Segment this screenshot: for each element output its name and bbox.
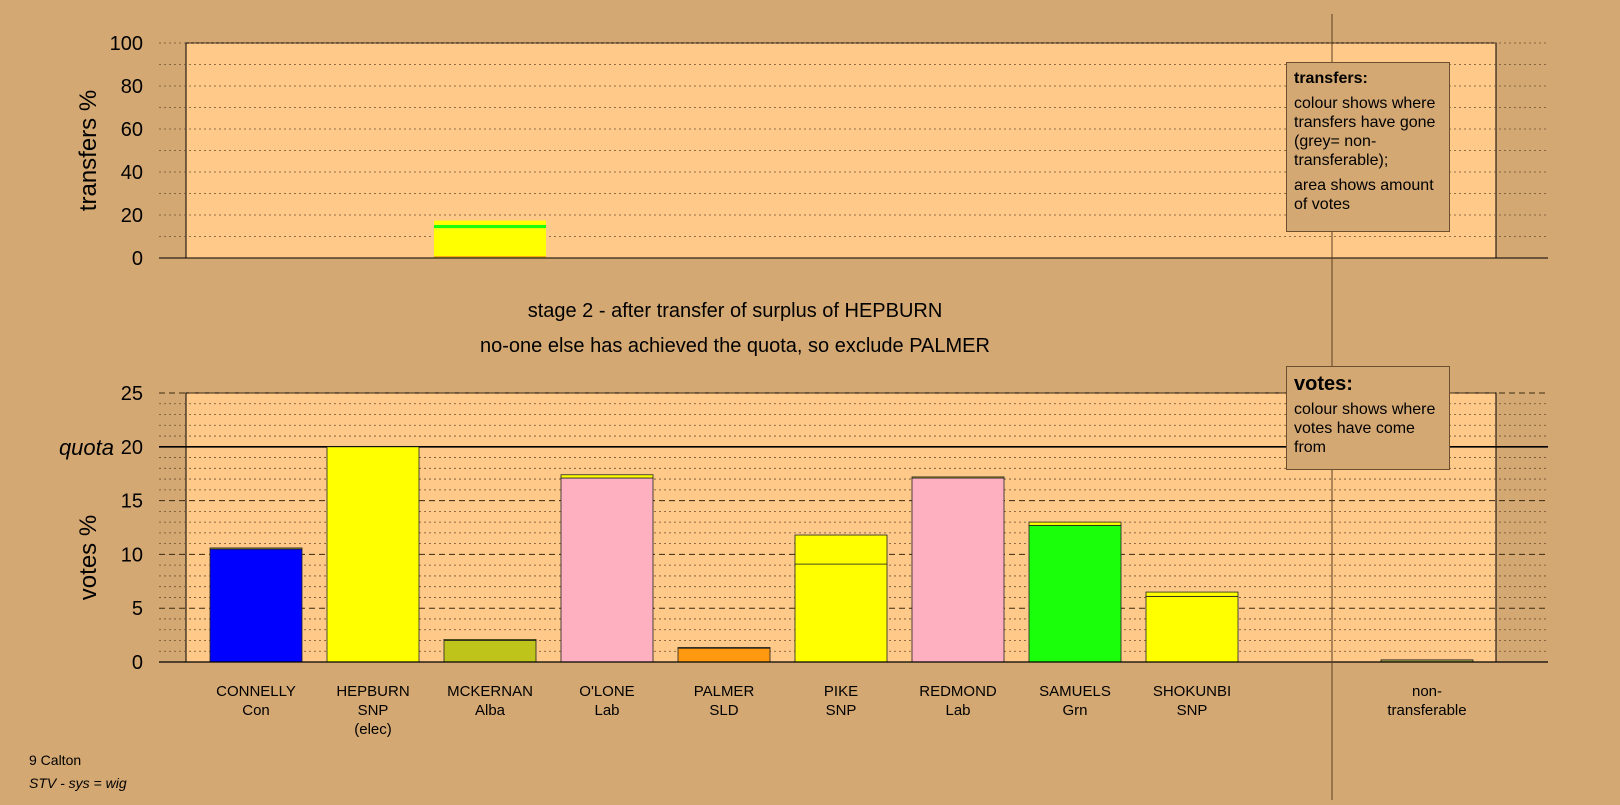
category-label: SHOKUNBI xyxy=(1153,683,1231,700)
vote-bar-pike xyxy=(794,534,888,565)
transfers-tick-label: 0 xyxy=(132,248,143,270)
vote-bar-connelly xyxy=(209,548,303,663)
vote-bar-redmond xyxy=(911,476,1005,479)
votes-tick-label: 15 xyxy=(121,491,143,513)
votes-tick-label: 0 xyxy=(132,652,143,674)
transfers-tick-label: 20 xyxy=(121,205,143,227)
quota-label: quota xyxy=(59,435,114,460)
category-label: SNP xyxy=(1177,702,1208,719)
transfer-segment-pike xyxy=(434,228,546,257)
vote-bar-shokunbi xyxy=(1145,591,1239,597)
category-label: SNP xyxy=(358,702,389,719)
category-label: REDMOND xyxy=(919,683,997,700)
transfers-legend-heading: transfers: xyxy=(1294,70,1368,87)
transfers-tick-label: 60 xyxy=(121,119,143,141)
votes-tick-label: 25 xyxy=(121,383,143,405)
ward-name: 9 Calton xyxy=(29,752,82,768)
transfers-axis-label: transfers % xyxy=(75,90,102,211)
votes-legend-heading: votes: xyxy=(1294,373,1353,395)
category-label: CONNELLY xyxy=(216,683,296,700)
transfers-legend-line1: colour shows where transfers have gone (… xyxy=(1294,95,1436,169)
category-label: transferable xyxy=(1387,702,1466,719)
votes-tick-label: 20 xyxy=(121,437,143,459)
votes-tick-label: 5 xyxy=(132,598,143,620)
votes-legend: votes: colour shows where votes have com… xyxy=(1286,366,1450,470)
votes-legend-line1: colour shows where votes have come from xyxy=(1294,401,1436,456)
vote-bar-olone xyxy=(560,477,654,663)
transfers-chart: 0 20 40 60 80 100 transfers % xyxy=(75,33,1548,270)
transfers-tick-label: 80 xyxy=(121,76,143,98)
vote-bar-redmond xyxy=(911,477,1005,663)
vote-bar-pike xyxy=(794,563,888,663)
vote-bar-mckernan xyxy=(443,640,537,663)
category-label: (elec) xyxy=(354,721,392,738)
vote-bar-palmer xyxy=(677,647,771,649)
voting-system: STV - sys = wig xyxy=(29,775,127,791)
vote-bar-mckernan xyxy=(443,639,537,641)
category-label: PALMER xyxy=(694,683,755,700)
category-label: MCKERNAN xyxy=(447,683,533,700)
transfer-segment-palmer xyxy=(434,256,546,257)
transfer-segment-shokunbi xyxy=(434,220,546,225)
transfer-segment-mckernan xyxy=(434,256,546,258)
category-label: Alba xyxy=(475,702,506,719)
transfers-legend-line2: area shows amount of votes xyxy=(1294,177,1434,213)
category-label: Grn xyxy=(1062,702,1087,719)
category-label: Lab xyxy=(945,702,970,719)
transfers-legend: transfers: colour shows where transfers … xyxy=(1286,62,1450,232)
vote-bar-samuels xyxy=(1028,521,1122,526)
vote-bar-shokunbi xyxy=(1145,595,1239,663)
stage-title: stage 2 - after transfer of surplus of H… xyxy=(527,300,943,322)
category-label: HEPBURN xyxy=(336,683,409,700)
vote-bar-hepburn xyxy=(326,446,420,663)
votes-chart: quota 0 5 10 15 20 25 votes % CONNELLY Con HEPBURN… xyxy=(59,383,1548,738)
vote-bar-connelly xyxy=(209,547,303,550)
category-label: SNP xyxy=(826,702,857,719)
category-label: Lab xyxy=(594,702,619,719)
stage-subtitle: no-one else has achieved the quota, so e… xyxy=(480,335,990,357)
category-label: SAMUELS xyxy=(1039,683,1111,700)
vote-bar-olone xyxy=(560,474,654,479)
category-label: PIKE xyxy=(824,683,858,700)
vote-bar-palmer xyxy=(677,647,771,663)
vote-bar-samuels xyxy=(1028,524,1122,663)
category-label: non- xyxy=(1412,683,1442,700)
category-label: Con xyxy=(242,702,270,719)
transfer-segment-samuels xyxy=(434,224,546,229)
category-label: O'LONE xyxy=(579,683,634,700)
transfers-tick-label: 40 xyxy=(121,162,143,184)
votes-axis-label: votes % xyxy=(75,515,102,600)
votes-tick-label: 10 xyxy=(121,544,143,566)
transfers-tick-label: 100 xyxy=(110,33,143,55)
category-label: SLD xyxy=(709,702,738,719)
